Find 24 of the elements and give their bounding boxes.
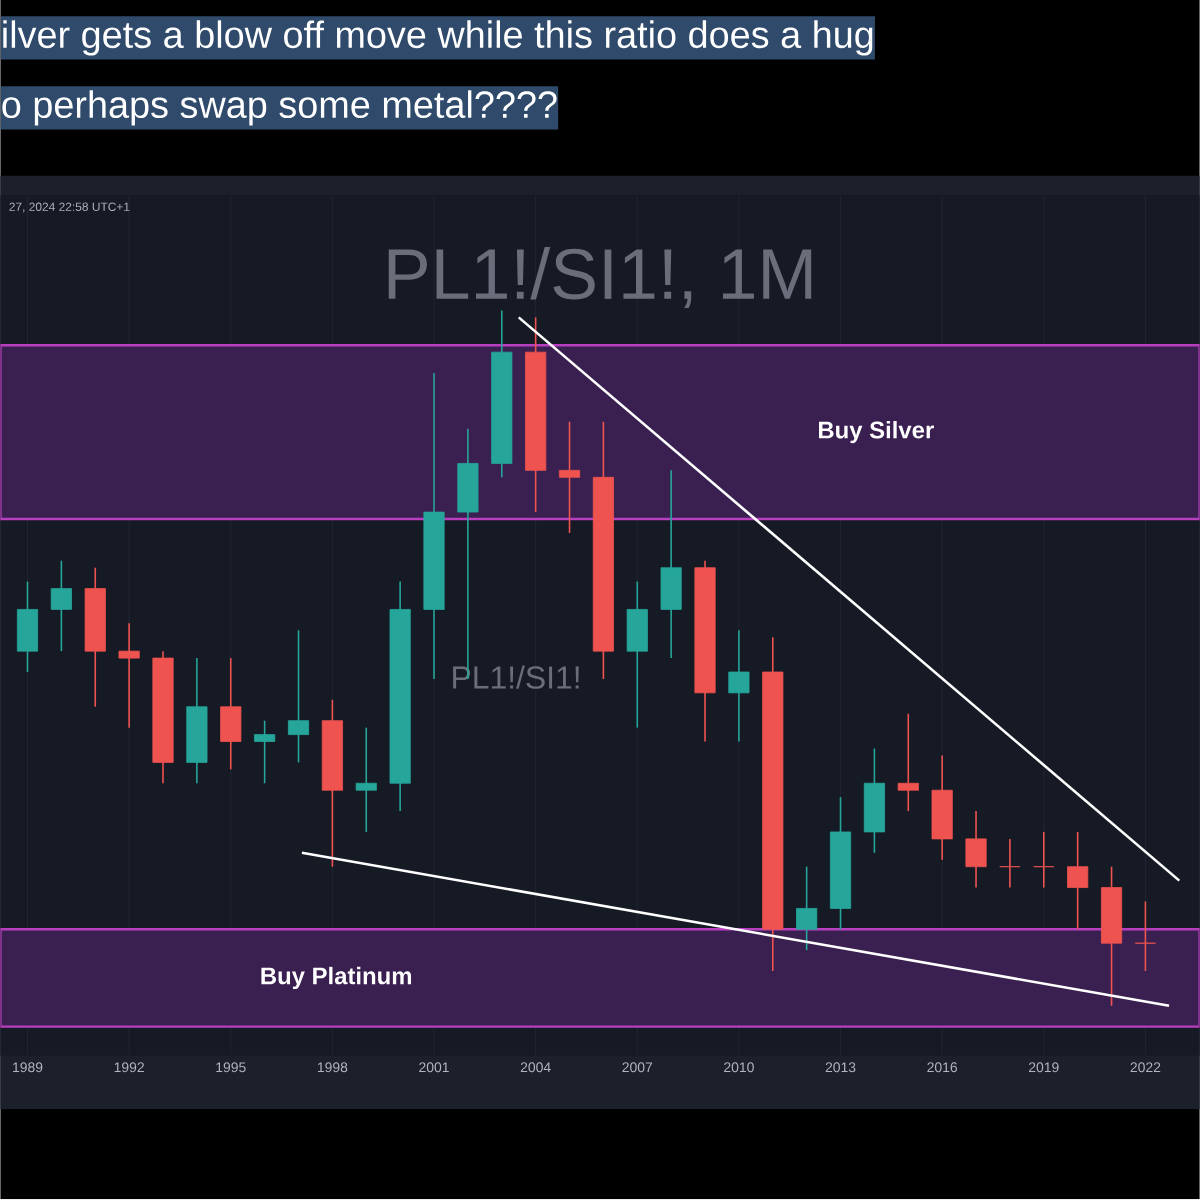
annotation: PL1!/SI1! <box>453 665 579 690</box>
candlestick <box>999 838 1021 889</box>
candlestick <box>965 810 987 889</box>
candlestick <box>355 727 377 834</box>
candlestick <box>626 581 648 729</box>
chart-title: ilver gets a blow off move while this ratio does a hug <box>3 20 873 57</box>
candlestick <box>16 581 39 674</box>
candlestick <box>1067 831 1089 931</box>
candlestick <box>118 622 140 729</box>
candlestick <box>796 866 818 952</box>
candlestick <box>50 560 72 653</box>
candlestick <box>660 469 682 660</box>
candlestick <box>254 720 276 785</box>
band-label: Buy Silver <box>818 421 934 444</box>
chart-subtitle: o perhaps swap some metal???? <box>2 90 557 126</box>
candlestick <box>1033 831 1055 889</box>
candlestick <box>728 629 750 743</box>
candlestick <box>1134 901 1156 973</box>
text: PL1!/SI1!, 1M <box>388 247 812 309</box>
band-label: Buy Platinum <box>261 967 412 990</box>
candlestick <box>220 657 242 771</box>
candlestick <box>287 629 310 764</box>
candlestick <box>897 713 919 813</box>
candlestick <box>558 421 581 535</box>
